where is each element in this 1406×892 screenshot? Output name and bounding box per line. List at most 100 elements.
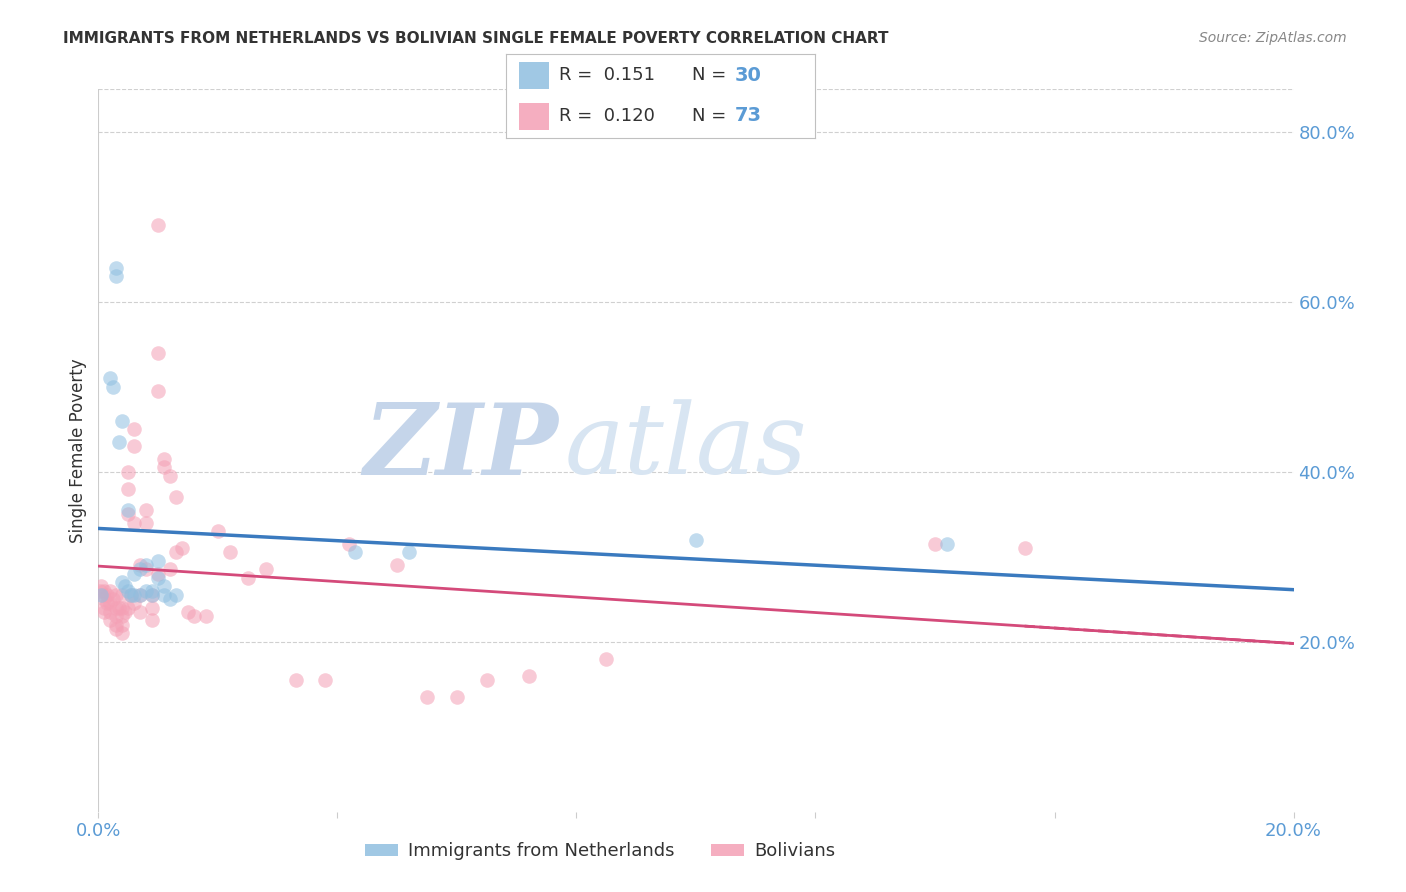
Point bbox=[105, 622, 128, 636]
Text: 73: 73 bbox=[735, 106, 762, 125]
Text: ZIP: ZIP bbox=[364, 399, 558, 495]
Point bbox=[159, 562, 181, 576]
Point bbox=[103, 380, 125, 394]
Point bbox=[124, 566, 146, 581]
Bar bbox=[519, 103, 550, 130]
Point bbox=[475, 673, 498, 687]
Point bbox=[339, 537, 361, 551]
Text: N =: N = bbox=[692, 107, 731, 125]
Point bbox=[111, 414, 134, 428]
Point bbox=[111, 609, 134, 624]
Point bbox=[236, 571, 259, 585]
Point bbox=[344, 545, 367, 559]
Point bbox=[108, 434, 131, 449]
Point bbox=[105, 600, 128, 615]
Point bbox=[135, 562, 157, 576]
Point bbox=[96, 597, 118, 611]
Point bbox=[177, 605, 200, 619]
Point bbox=[135, 558, 157, 573]
Point bbox=[183, 609, 205, 624]
Point bbox=[105, 617, 128, 632]
Point bbox=[90, 588, 112, 602]
Text: atlas: atlas bbox=[565, 400, 807, 494]
Text: IMMIGRANTS FROM NETHERLANDS VS BOLIVIAN SINGLE FEMALE POVERTY CORRELATION CHART: IMMIGRANTS FROM NETHERLANDS VS BOLIVIAN … bbox=[63, 31, 889, 46]
Text: Source: ZipAtlas.com: Source: ZipAtlas.com bbox=[1199, 31, 1347, 45]
Point bbox=[98, 371, 122, 385]
Point bbox=[103, 592, 125, 607]
Point bbox=[153, 588, 176, 602]
Point bbox=[172, 541, 194, 556]
Point bbox=[148, 566, 170, 581]
Point bbox=[117, 507, 139, 521]
Point bbox=[129, 588, 152, 602]
Point bbox=[141, 588, 163, 602]
Point bbox=[117, 503, 139, 517]
Point bbox=[124, 597, 146, 611]
Point bbox=[98, 583, 122, 598]
Point bbox=[111, 588, 134, 602]
Point bbox=[195, 609, 218, 624]
Point bbox=[517, 669, 540, 683]
Point bbox=[148, 571, 170, 585]
Point bbox=[124, 422, 146, 436]
Point bbox=[159, 592, 181, 607]
Point bbox=[284, 673, 307, 687]
Point bbox=[153, 460, 176, 475]
Y-axis label: Single Female Poverty: Single Female Poverty bbox=[69, 359, 87, 542]
Point bbox=[148, 554, 170, 568]
Point bbox=[93, 583, 115, 598]
Point bbox=[153, 452, 176, 467]
Point bbox=[148, 218, 170, 232]
Point bbox=[93, 592, 115, 607]
Point bbox=[129, 588, 152, 602]
Point bbox=[124, 588, 146, 602]
Point bbox=[148, 345, 170, 359]
Point bbox=[111, 575, 134, 590]
Point bbox=[120, 588, 142, 602]
Point bbox=[153, 579, 176, 593]
Point bbox=[129, 562, 152, 576]
Text: R =  0.120: R = 0.120 bbox=[558, 107, 655, 125]
Point bbox=[90, 579, 112, 593]
Point bbox=[111, 626, 134, 640]
Point bbox=[129, 605, 152, 619]
Point bbox=[135, 503, 157, 517]
Point bbox=[120, 588, 142, 602]
Point bbox=[129, 558, 152, 573]
Point bbox=[141, 583, 163, 598]
Point bbox=[141, 614, 163, 628]
Point bbox=[165, 545, 187, 559]
Point bbox=[124, 439, 146, 453]
Point bbox=[96, 588, 118, 602]
Point bbox=[135, 583, 157, 598]
Point bbox=[148, 384, 170, 398]
Point bbox=[398, 545, 420, 559]
Point bbox=[207, 524, 229, 539]
Point bbox=[159, 469, 181, 483]
Point bbox=[105, 588, 128, 602]
Point bbox=[141, 588, 163, 602]
Point bbox=[135, 516, 157, 530]
Point bbox=[385, 558, 409, 573]
Point bbox=[117, 465, 139, 479]
Point bbox=[117, 482, 139, 496]
Point bbox=[685, 533, 707, 547]
Point bbox=[936, 537, 959, 551]
Point bbox=[98, 605, 122, 619]
Point bbox=[111, 600, 134, 615]
Point bbox=[165, 490, 187, 504]
Text: 30: 30 bbox=[735, 66, 762, 85]
Point bbox=[124, 516, 146, 530]
Point bbox=[98, 614, 122, 628]
Point bbox=[93, 600, 115, 615]
Point bbox=[105, 609, 128, 624]
Point bbox=[89, 583, 111, 598]
Point bbox=[141, 600, 163, 615]
Point bbox=[111, 617, 134, 632]
Text: N =: N = bbox=[692, 66, 731, 84]
Text: R =  0.151: R = 0.151 bbox=[558, 66, 655, 84]
Point bbox=[114, 605, 136, 619]
Point bbox=[595, 651, 617, 665]
Point bbox=[105, 260, 128, 275]
Point bbox=[98, 597, 122, 611]
